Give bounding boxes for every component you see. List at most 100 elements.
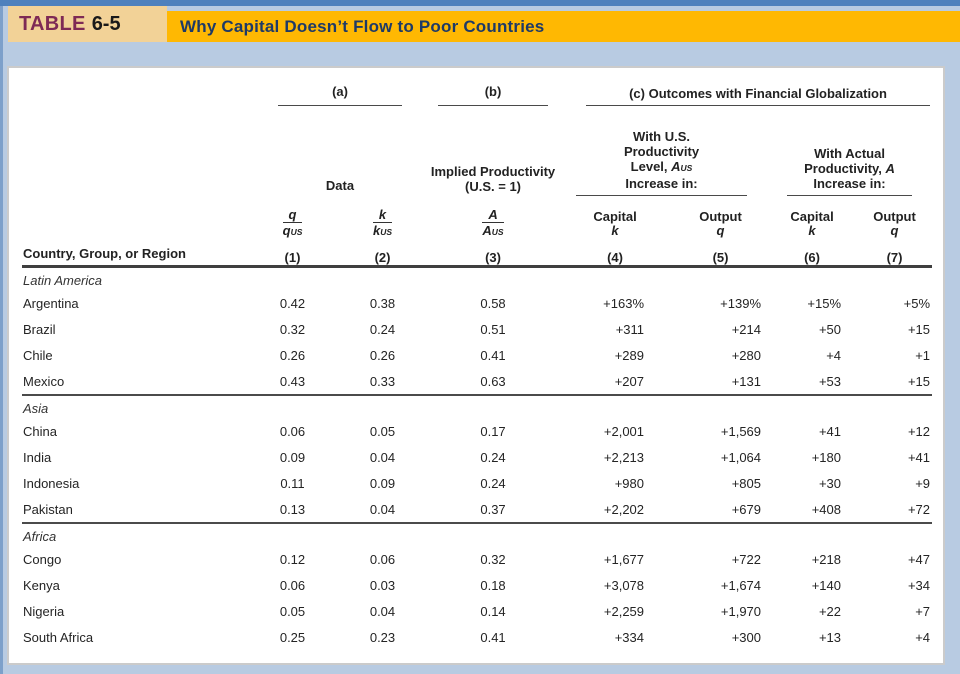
value-cell: +722	[731, 552, 762, 567]
region-row: Africa	[22, 521, 933, 547]
value-cell: 0.37	[480, 501, 506, 517]
value-cell: +47	[907, 552, 931, 567]
table-row: Pakistan 0.13 0.04 0.37 +2,202 +679 +408 +72	[22, 497, 932, 523]
value-cell: 0.18	[480, 578, 506, 593]
col1-number: (1)	[250, 240, 335, 268]
value-cell: +289	[614, 348, 645, 363]
value-cell: 0.06	[279, 578, 306, 593]
symbol-header-row: q qUS k kUS A AUS Capital k Output q Capital k…	[22, 196, 932, 240]
value-cell: +4	[915, 630, 931, 645]
value-cell: +2,001	[603, 424, 645, 439]
value-cell: +41	[818, 424, 842, 439]
with-us-productivity-label: With U.S. Productivity Level, AUS Increa…	[556, 106, 767, 196]
value-cell: 0.42	[279, 296, 306, 311]
col2-number: (2)	[335, 240, 431, 268]
value-cell: +22	[818, 604, 842, 619]
country-cell: China	[23, 424, 57, 439]
with-actual-productivity-label: With Actual Productivity, A Increase in:	[767, 106, 932, 196]
table-row: Nigeria 0.05 0.04 0.14 +2,259 +1,970 +22 +7	[22, 599, 932, 625]
value-cell: +3,078	[603, 578, 645, 593]
spacer-cell	[22, 106, 250, 196]
region-label: Africa	[22, 521, 933, 547]
region-label: Asia	[22, 393, 933, 419]
value-cell: +41	[907, 450, 931, 465]
spacer-cell	[22, 196, 250, 240]
country-cell: Argentina	[23, 296, 79, 311]
value-cell: +214	[731, 322, 762, 337]
value-cell: +34	[907, 578, 931, 593]
value-cell: +12	[907, 424, 931, 439]
value-cell: +4	[826, 348, 842, 363]
value-cell: 0.43	[279, 373, 306, 389]
country-cell: Brazil	[23, 322, 56, 337]
value-cell: +7	[915, 604, 931, 619]
value-cell: +300	[731, 630, 762, 645]
group-b-header: (b)	[430, 76, 556, 106]
table-row: Indonesia 0.11 0.09 0.24 +980 +805 +30 +9	[22, 471, 932, 497]
data-table: (a) (b) (c) Outcomes with Financial Glob…	[22, 76, 933, 651]
value-cell: +1	[915, 348, 931, 363]
value-cell: +131	[731, 373, 762, 389]
value-cell: +805	[731, 476, 762, 491]
value-cell: 0.63	[480, 373, 506, 389]
value-cell: 0.05	[279, 604, 306, 619]
value-cell: +50	[818, 322, 842, 337]
value-cell: +2,213	[603, 450, 645, 465]
value-cell: 0.05	[369, 424, 396, 439]
value-cell: +72	[907, 501, 931, 517]
country-cell: India	[23, 450, 52, 465]
value-cell: +1,569	[720, 424, 762, 439]
col7-header: Output q	[873, 209, 916, 238]
value-cell: +2,202	[603, 501, 645, 517]
table-row: Mexico 0.43 0.33 0.63 +207 +131 +53 +15	[22, 369, 932, 395]
spacer-cell	[22, 76, 250, 106]
value-cell: +311	[615, 322, 645, 337]
table-row: India 0.09 0.04 0.24 +2,213 +1,064 +180 +41	[22, 445, 932, 471]
table-row: China 0.06 0.05 0.17 +2,001 +1,569 +41 +12	[22, 419, 932, 445]
region-row: Latin America	[22, 266, 932, 291]
value-cell: 0.24	[480, 476, 506, 491]
value-cell: +139%	[720, 296, 762, 311]
value-cell: 0.24	[480, 450, 506, 465]
country-cell: South Africa	[23, 630, 94, 645]
value-cell: +30	[818, 476, 842, 491]
value-cell: 0.24	[369, 322, 396, 337]
value-cell: 0.09	[369, 476, 396, 491]
value-cell: +163%	[603, 296, 645, 311]
value-cell: 0.26	[279, 348, 306, 363]
value-cell: 0.09	[279, 450, 306, 465]
value-cell: +679	[731, 501, 762, 517]
value-cell: +1,064	[720, 450, 762, 465]
table-number-tag: TABLE 6-5	[8, 6, 167, 42]
value-cell: +180	[811, 450, 842, 465]
value-cell: +280	[731, 348, 762, 363]
top-border-strip	[0, 0, 960, 6]
country-cell: Indonesia	[23, 476, 80, 491]
value-cell: 0.41	[480, 348, 506, 363]
table-row: Argentina 0.42 0.38 0.58 +163% +139% +15% +5%	[22, 291, 932, 317]
value-cell: 0.58	[480, 296, 506, 311]
table-card: (a) (b) (c) Outcomes with Financial Glob…	[7, 66, 945, 665]
table-row: Kenya 0.06 0.03 0.18 +3,078 +1,674 +140 +34	[22, 573, 932, 599]
value-cell: 0.32	[480, 552, 506, 567]
value-cell: 0.17	[480, 424, 506, 439]
col5-header: Output q	[699, 209, 742, 238]
value-cell: +13	[818, 630, 842, 645]
column-group-row: (a) (b) (c) Outcomes with Financial Glob…	[22, 76, 932, 106]
col4-number: (4)	[556, 240, 675, 268]
value-cell: +140	[811, 578, 842, 593]
value-cell: 0.25	[279, 630, 306, 645]
group-c-header: (c) Outcomes with Financial Globalizatio…	[556, 76, 932, 106]
table-row: South Africa 0.25 0.23 0.41 +334 +300 +13 +4	[22, 625, 932, 651]
implied-productivity-label: Implied Productivity (U.S. = 1)	[430, 164, 556, 194]
value-cell: +1,677	[603, 552, 645, 567]
country-cell: Congo	[23, 552, 62, 567]
region-row: Asia	[22, 393, 933, 419]
value-cell: +53	[818, 373, 842, 389]
value-cell: 0.04	[369, 604, 396, 619]
group-a-header: (a)	[250, 76, 430, 106]
value-cell: +334	[614, 630, 645, 645]
country-cell: Pakistan	[23, 501, 73, 517]
value-cell: +2,259	[603, 604, 645, 619]
col6-header: Capital k	[790, 209, 834, 238]
